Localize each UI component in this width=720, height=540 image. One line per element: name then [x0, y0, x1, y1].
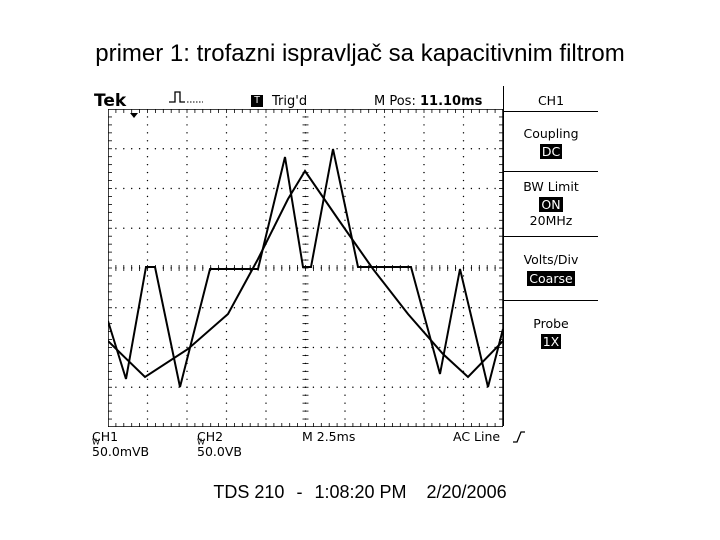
coupling-label: Coupling	[523, 126, 579, 141]
bw-limit-label: BW Limit	[523, 179, 579, 194]
stop-square-icon: T	[251, 95, 263, 107]
footer-model: TDS 210	[213, 482, 285, 502]
trigger-source: AC Line	[453, 429, 501, 444]
ch2-scale: CH2 50.0VB W	[197, 429, 242, 459]
trace-ch2	[108, 148, 503, 388]
timebase: M 2.5ms	[302, 429, 356, 444]
ch1-menu: CH1 Coupling DC BW Limit ON 20MHz Volts/…	[503, 86, 598, 426]
probe-value[interactable]: 1X	[540, 334, 562, 349]
coupling-value[interactable]: DC	[539, 144, 563, 159]
trigger-state: Trig'd	[272, 94, 308, 109]
oscilloscope-screenshot: Tek T Trig'd M Pos: 11.10ms 2 CH1 Coupli…	[91, 86, 598, 459]
menu-header: CH1	[537, 93, 565, 108]
scope-status-bar: Tek T Trig'd M Pos: 11.10ms	[91, 86, 501, 111]
probe-label: Probe	[533, 316, 569, 331]
waveform-screen: 2	[108, 109, 503, 427]
bw-limit-sub: 20MHz	[529, 213, 573, 228]
screen-grid	[108, 109, 503, 427]
volts-div-label: Volts/Div	[523, 252, 579, 267]
footer-separator: -	[296, 482, 303, 502]
volts-div-value[interactable]: Coarse	[527, 271, 575, 286]
ch1-scale: CH1 50.0mVB W	[92, 429, 150, 459]
rising-edge-icon	[513, 431, 525, 443]
bw-limit-value[interactable]: ON	[539, 197, 563, 212]
brand-logo: Tek	[94, 91, 127, 111]
main-position: M Pos: 11.10ms	[374, 94, 483, 109]
footer-date: 2/20/2006	[426, 482, 507, 502]
scope-readout-bar: CH1 50.0mVB W CH2 50.0VB W M 2.5ms AC Line	[91, 429, 531, 459]
trace-ch1	[108, 169, 503, 379]
trigger-position-marker-icon	[130, 113, 138, 118]
capture-footer: TDS 210-1:08:20 PM 2/20/2006	[0, 482, 720, 503]
trigger-pulse-icon	[169, 91, 203, 103]
footer-time: 1:08:20 PM	[314, 482, 407, 502]
slide-title: primer 1: trofazni ispravljač sa kapacit…	[95, 40, 625, 67]
